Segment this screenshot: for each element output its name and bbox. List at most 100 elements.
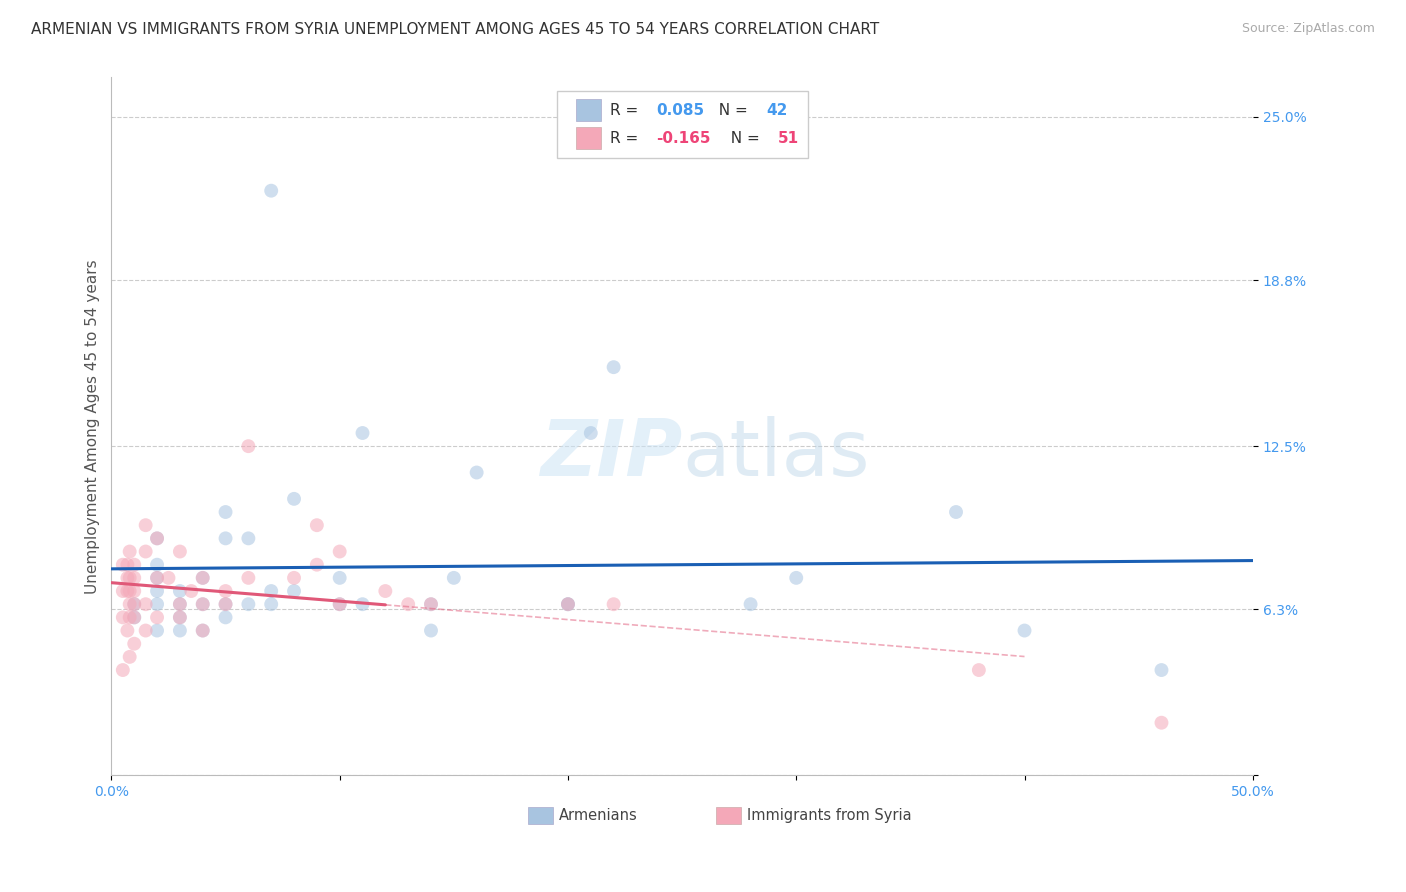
Point: [238, 532, 260, 546]
Point: [191, 571, 214, 585]
Bar: [576, 99, 600, 121]
Point: [169, 624, 191, 638]
Text: N =: N =: [710, 103, 754, 118]
Point: [238, 597, 260, 611]
Point: [214, 584, 236, 599]
Text: 42: 42: [766, 103, 787, 118]
Point: [579, 425, 602, 440]
Point: [135, 544, 157, 558]
Text: Immigrants from Syria: Immigrants from Syria: [747, 808, 911, 823]
Point: [214, 532, 236, 546]
Point: [557, 597, 579, 611]
Point: [420, 624, 443, 638]
Point: [557, 597, 579, 611]
Point: [214, 597, 236, 611]
Point: [352, 597, 374, 611]
Point: [352, 425, 374, 440]
Point: [117, 558, 139, 572]
Point: [118, 597, 141, 611]
Text: Source: ZipAtlas.com: Source: ZipAtlas.com: [1241, 22, 1375, 36]
Point: [118, 584, 141, 599]
Text: 0.085: 0.085: [655, 103, 704, 118]
Point: [180, 584, 202, 599]
Point: [117, 624, 139, 638]
Bar: [576, 127, 600, 149]
Text: 51: 51: [778, 130, 799, 145]
Point: [214, 505, 236, 519]
Bar: [529, 806, 553, 824]
Point: [305, 558, 328, 572]
Point: [122, 637, 145, 651]
Point: [169, 584, 191, 599]
Point: [305, 518, 328, 533]
Point: [374, 584, 396, 599]
Point: [111, 610, 134, 624]
Point: [191, 624, 214, 638]
Point: [329, 597, 352, 611]
Point: [135, 624, 157, 638]
Point: [169, 597, 191, 611]
Point: [329, 544, 352, 558]
Point: [191, 597, 214, 611]
Text: R =: R =: [610, 103, 644, 118]
Point: [111, 558, 134, 572]
Point: [1014, 624, 1036, 638]
Point: [146, 558, 169, 572]
Point: [146, 597, 169, 611]
Point: [1150, 715, 1173, 730]
Point: [1150, 663, 1173, 677]
Point: [260, 597, 283, 611]
Point: [146, 610, 169, 624]
Text: Armenians: Armenians: [558, 808, 637, 823]
Point: [146, 532, 169, 546]
Point: [122, 597, 145, 611]
Point: [191, 571, 214, 585]
Text: atlas: atlas: [682, 417, 869, 492]
Point: [169, 610, 191, 624]
Text: N =: N =: [721, 130, 765, 145]
Point: [238, 439, 260, 453]
Point: [111, 663, 134, 677]
Point: [260, 184, 283, 198]
Point: [122, 584, 145, 599]
Point: [118, 610, 141, 624]
Point: [111, 584, 134, 599]
Point: [118, 544, 141, 558]
Point: [191, 624, 214, 638]
Point: [135, 518, 157, 533]
Point: [214, 610, 236, 624]
Point: [740, 597, 762, 611]
Point: [191, 597, 214, 611]
Point: [135, 597, 157, 611]
Text: ARMENIAN VS IMMIGRANTS FROM SYRIA UNEMPLOYMENT AMONG AGES 45 TO 54 YEARS CORRELA: ARMENIAN VS IMMIGRANTS FROM SYRIA UNEMPL…: [31, 22, 879, 37]
Point: [602, 597, 624, 611]
Point: [945, 505, 967, 519]
Point: [557, 597, 579, 611]
Point: [169, 597, 191, 611]
Point: [283, 571, 305, 585]
Point: [122, 610, 145, 624]
Text: R =: R =: [610, 130, 644, 145]
Point: [169, 610, 191, 624]
Bar: [716, 806, 741, 824]
Point: [260, 584, 283, 599]
Point: [329, 597, 352, 611]
Point: [602, 360, 624, 375]
Point: [118, 649, 141, 664]
Point: [169, 544, 191, 558]
Point: [283, 491, 305, 506]
Point: [238, 571, 260, 585]
Y-axis label: Unemployment Among Ages 45 to 54 years: Unemployment Among Ages 45 to 54 years: [86, 259, 100, 594]
Point: [122, 597, 145, 611]
Point: [157, 571, 180, 585]
Point: [146, 624, 169, 638]
Point: [443, 571, 465, 585]
Point: [122, 610, 145, 624]
Point: [785, 571, 807, 585]
Point: [122, 571, 145, 585]
Point: [214, 597, 236, 611]
Point: [146, 571, 169, 585]
Text: ZIP: ZIP: [540, 417, 682, 492]
FancyBboxPatch shape: [557, 91, 807, 158]
Point: [420, 597, 443, 611]
